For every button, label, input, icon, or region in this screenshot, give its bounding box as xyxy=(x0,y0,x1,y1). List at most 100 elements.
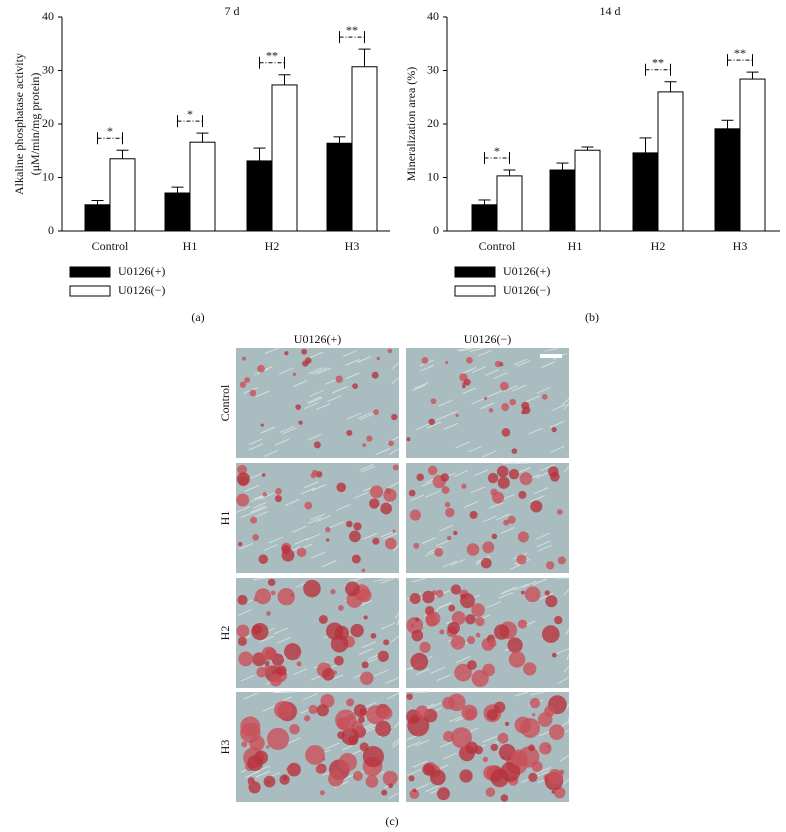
stain xyxy=(260,423,264,427)
cell-streak xyxy=(245,770,260,778)
cell-streak xyxy=(393,544,400,552)
stain xyxy=(358,588,372,603)
stain xyxy=(493,624,510,640)
stain xyxy=(421,357,429,364)
stain xyxy=(528,744,535,752)
stain xyxy=(541,625,560,643)
cell-streak xyxy=(252,506,268,514)
cell-streak xyxy=(380,622,396,630)
cell-streak xyxy=(536,471,551,479)
significance-label: * xyxy=(187,107,193,121)
significance-label: ** xyxy=(266,49,278,63)
stain xyxy=(419,641,431,653)
bar xyxy=(351,66,378,232)
stain xyxy=(351,554,361,564)
stain xyxy=(330,634,349,653)
cell-streak xyxy=(415,668,430,676)
stain xyxy=(499,381,509,391)
stain xyxy=(463,378,471,386)
cell-streak xyxy=(469,347,484,352)
bar xyxy=(271,84,298,232)
stain xyxy=(387,348,393,354)
stain xyxy=(274,495,282,503)
cell-streak xyxy=(537,544,552,552)
cell-streak xyxy=(390,635,400,643)
stain xyxy=(365,775,379,788)
panel-label: (b) xyxy=(585,310,599,324)
stain xyxy=(258,554,269,564)
cell-streak xyxy=(567,717,570,724)
cell-streak xyxy=(512,384,527,392)
stain xyxy=(517,531,529,543)
cell-streak xyxy=(470,486,486,494)
stain xyxy=(465,614,476,625)
stain xyxy=(435,589,444,598)
y-tick-label: 10 xyxy=(427,169,439,183)
stain xyxy=(304,715,311,722)
stain xyxy=(251,624,263,635)
stain xyxy=(236,624,250,638)
stain xyxy=(361,661,369,669)
stain xyxy=(313,441,321,449)
x-tick-label: H2 xyxy=(265,239,280,253)
stain xyxy=(316,704,329,717)
cell-streak xyxy=(268,536,284,544)
stain xyxy=(408,489,416,497)
cell-streak xyxy=(528,427,543,435)
cell-streak xyxy=(487,390,503,398)
cell-streak xyxy=(278,367,294,375)
stain xyxy=(554,615,563,625)
stain xyxy=(383,488,397,502)
stain xyxy=(490,743,499,752)
stain xyxy=(345,581,360,597)
stain xyxy=(447,621,460,635)
stain xyxy=(256,666,267,678)
stain xyxy=(410,652,429,671)
cell-streak xyxy=(308,516,323,524)
cell-streak xyxy=(563,665,570,673)
cell-streak xyxy=(279,425,295,433)
chart-title: 7 d xyxy=(225,4,240,18)
stain xyxy=(375,720,392,737)
stain xyxy=(388,440,394,447)
stain xyxy=(429,612,435,618)
stain xyxy=(516,554,527,565)
stain xyxy=(269,673,283,687)
row-label: H2 xyxy=(218,626,232,641)
cell-streak xyxy=(550,445,565,453)
cell-streak xyxy=(293,380,308,387)
x-tick-label: Control xyxy=(479,239,516,253)
stain xyxy=(337,604,344,611)
cell-streak xyxy=(243,386,258,394)
bar xyxy=(739,78,766,232)
stain xyxy=(448,604,456,612)
stain xyxy=(451,611,466,625)
cell-streak xyxy=(311,484,326,492)
micrograph xyxy=(406,691,570,802)
stain xyxy=(267,578,276,587)
stain xyxy=(497,732,509,744)
cell-streak xyxy=(540,464,555,472)
stain xyxy=(249,735,265,751)
cell-streak xyxy=(435,539,451,547)
y-tick-label: 20 xyxy=(42,116,54,130)
significance-label: * xyxy=(107,124,113,138)
cell-streak xyxy=(536,766,551,774)
stain xyxy=(236,493,250,507)
stain xyxy=(247,780,253,786)
cell-streak xyxy=(309,351,324,359)
stain xyxy=(241,741,248,748)
stain xyxy=(392,529,396,533)
stain xyxy=(497,476,510,489)
stain xyxy=(353,704,367,717)
cell-streak xyxy=(304,402,319,409)
stain xyxy=(500,794,509,802)
stain xyxy=(549,724,565,740)
stain xyxy=(482,541,495,554)
cell-streak xyxy=(457,347,472,351)
stain xyxy=(475,632,481,638)
cell-streak xyxy=(264,347,279,354)
stain xyxy=(406,437,411,442)
stain xyxy=(264,660,270,666)
stain xyxy=(266,727,290,750)
